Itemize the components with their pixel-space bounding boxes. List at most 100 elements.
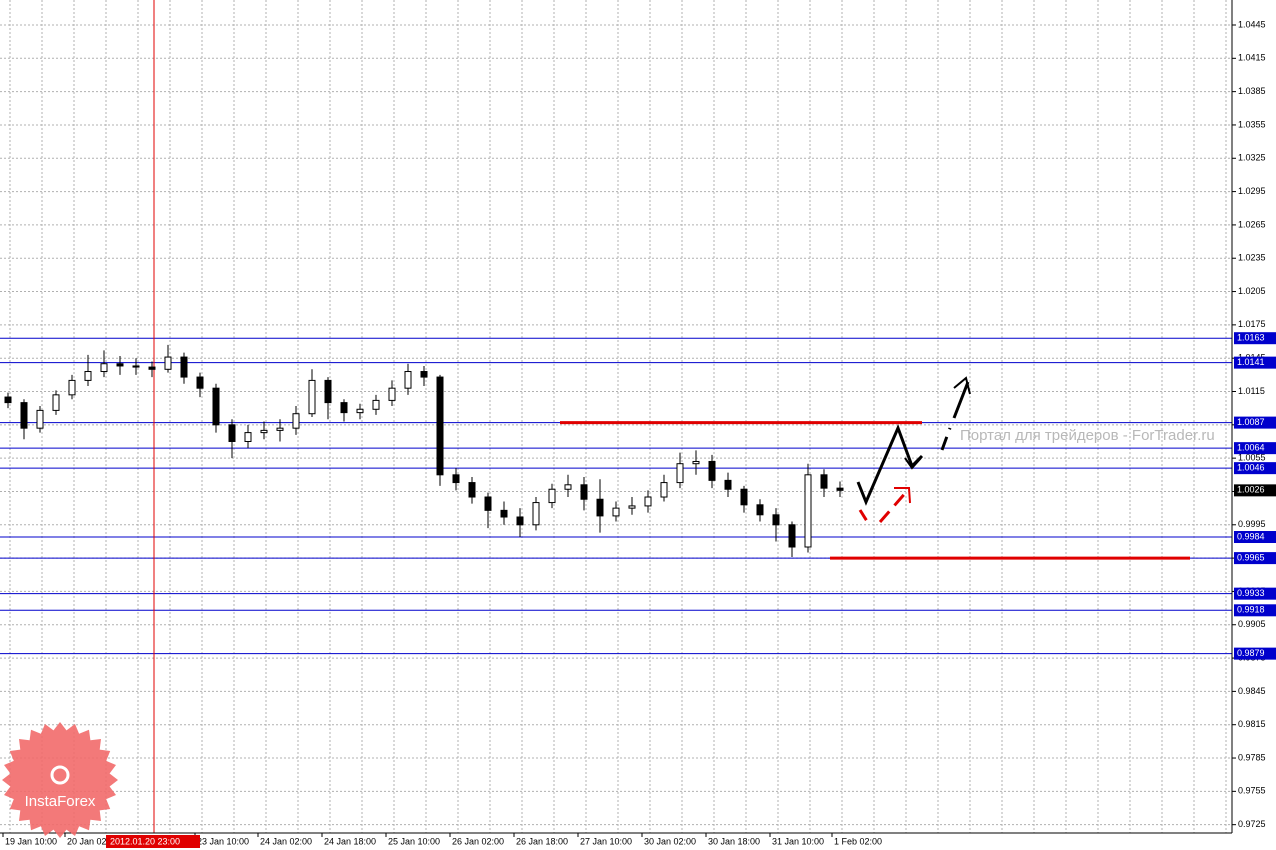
candle-body	[420, 371, 428, 378]
candle-body	[564, 484, 572, 490]
level-label: 1.0046	[1237, 463, 1265, 473]
candle-body	[372, 399, 380, 410]
candle-body	[116, 363, 124, 367]
candle-body	[100, 363, 108, 373]
level-label-box	[1234, 442, 1276, 455]
candle-body	[324, 379, 332, 404]
x-tick-label: 23 Jan 10:00	[197, 836, 249, 846]
level-label-box	[1234, 531, 1276, 544]
candle-body	[260, 429, 268, 434]
y-tick-label: 1.0445	[1238, 19, 1266, 29]
candle-body	[676, 463, 684, 484]
x-tick-label: 25 Jan 10:00	[388, 836, 440, 846]
y-tick-label: 1.0325	[1238, 153, 1266, 163]
y-tick-label: 1.0115	[1238, 386, 1265, 396]
candle-body	[52, 394, 60, 411]
y-tick-label: 1.0235	[1238, 253, 1266, 263]
candle-body	[580, 484, 588, 500]
candle-body	[532, 502, 540, 526]
level-label-box	[1234, 647, 1276, 660]
candle-body	[772, 514, 780, 526]
candle-body	[404, 371, 412, 389]
candle-body	[612, 507, 620, 517]
grid	[0, 0, 1232, 833]
crosshair-label-box	[106, 835, 200, 848]
level-label: 1.0163	[1237, 333, 1265, 343]
level-label: 0.9918	[1237, 605, 1265, 615]
candle-body	[84, 371, 92, 381]
y-tick-label: 0.9995	[1238, 519, 1266, 529]
y-tick-label: 0.9725	[1238, 819, 1266, 829]
y-tick-label: 1.0415	[1238, 53, 1266, 63]
level-label: 1.0087	[1237, 417, 1265, 427]
level-label-box	[1234, 416, 1276, 429]
forecast-arrows	[856, 376, 971, 527]
level-label-box	[1234, 462, 1276, 475]
level-label-box	[1234, 587, 1276, 600]
logo-icon	[50, 765, 70, 785]
candle-body	[452, 474, 460, 484]
candle-body	[292, 413, 300, 429]
candle-body	[756, 504, 764, 516]
level-label-box	[1234, 332, 1276, 345]
candle-body	[644, 496, 652, 507]
level-label: 1.0141	[1237, 357, 1265, 367]
level-label: 0.9879	[1237, 648, 1265, 658]
logo: InstaForex	[2, 722, 118, 838]
y-tick-label: 1.0385	[1238, 86, 1266, 96]
x-tick-label: 24 Jan 02:00	[260, 836, 312, 846]
level-label: 0.9965	[1237, 552, 1265, 562]
candle-body	[740, 488, 748, 506]
level-label-box	[1234, 356, 1276, 369]
current-price-label: 1.0026	[1237, 485, 1265, 495]
candle-body	[596, 498, 604, 517]
candle-body	[196, 376, 204, 389]
candle-body	[436, 376, 444, 476]
candle-body	[836, 487, 844, 491]
x-tick-label: 24 Jan 18:00	[324, 836, 376, 846]
candle-body	[180, 356, 188, 378]
y-tick-label: 1.0055	[1238, 453, 1266, 463]
y-tick-label: 0.9905	[1238, 619, 1266, 629]
level-label-box	[1234, 552, 1276, 565]
candle-body	[516, 516, 524, 526]
candle-body	[820, 474, 828, 489]
candle-body	[228, 424, 236, 442]
y-tick-label: 1.0205	[1238, 286, 1266, 296]
candle-body	[484, 496, 492, 511]
y-tick-label: 0.9815	[1238, 719, 1266, 729]
watermark: Портал для трейдеров - ForTrader.ru	[960, 427, 1215, 444]
candle-body	[308, 379, 316, 415]
candle-body	[340, 402, 348, 414]
y-tick-label: 0.9755	[1238, 786, 1266, 796]
logo-badge	[2, 722, 118, 838]
y-tick-label: 0.9845	[1238, 686, 1266, 696]
level-label: 1.0064	[1237, 443, 1265, 453]
candle-body	[132, 365, 140, 368]
candle-body	[468, 482, 476, 498]
y-tick-label: 1.0295	[1238, 186, 1266, 196]
candle-body	[148, 366, 156, 370]
y-tick-label: 1.0175	[1238, 319, 1266, 329]
logo-text: InstaForex	[25, 793, 96, 810]
candle-body	[212, 387, 220, 426]
candle-body	[36, 409, 44, 429]
candle-body	[20, 402, 28, 429]
candle-body	[804, 474, 812, 548]
candle-body	[708, 460, 716, 481]
candle-body	[724, 479, 732, 490]
candle-body	[388, 387, 396, 401]
level-label: 0.9984	[1237, 531, 1265, 541]
candles	[4, 344, 844, 557]
crosshair-label: 2012.01.20 23:00	[110, 836, 180, 846]
x-tick-label: 26 Jan 18:00	[516, 836, 568, 846]
x-tick-label: 19 Jan 10:00	[5, 836, 57, 846]
candle-body	[548, 488, 556, 504]
candle-body	[660, 482, 668, 498]
candle-body	[628, 505, 636, 509]
x-tick-label: 20 Jan 02:00	[67, 836, 119, 846]
candle-body	[244, 432, 252, 442]
y-tick-label: 1.0355	[1238, 119, 1266, 129]
candle-body	[164, 356, 172, 370]
